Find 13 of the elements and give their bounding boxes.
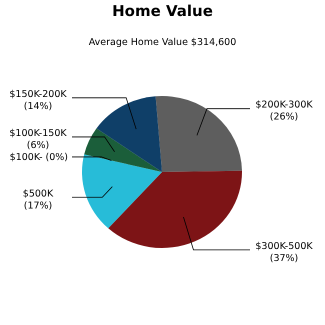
slice-label: $200K-300K bbox=[255, 100, 314, 111]
slice-label: $100K-150K bbox=[9, 128, 68, 139]
slice-label: $150K-200K bbox=[9, 88, 68, 100]
data-label: (14%) bbox=[24, 100, 52, 112]
data-label: (37%) bbox=[270, 252, 298, 264]
slice-label: $500K bbox=[22, 188, 54, 200]
data-label: (26%) bbox=[270, 112, 298, 123]
chart-subtitle: Average Home Value $314,600 bbox=[88, 37, 236, 48]
slice-label: $300K-500K bbox=[255, 240, 314, 252]
legend-label: $100K- (0%) bbox=[10, 152, 68, 163]
chart-title: Home Value bbox=[112, 2, 213, 20]
data-label: (17%) bbox=[24, 200, 52, 212]
data-label: (6%) bbox=[26, 140, 50, 151]
